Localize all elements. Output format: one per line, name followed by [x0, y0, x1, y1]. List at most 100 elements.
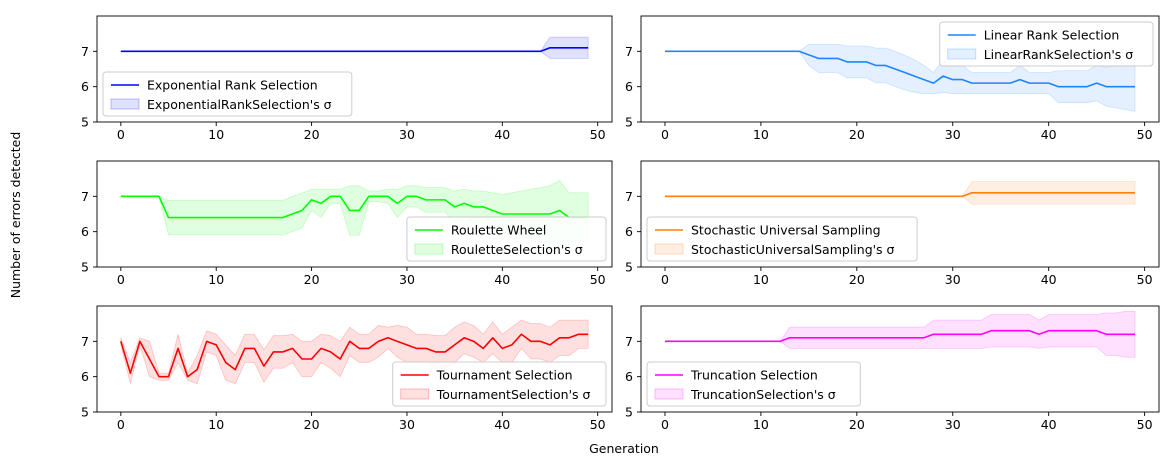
x-tick-label: 50 — [1137, 272, 1153, 287]
legend: Exponential Rank Selection ExponentialRan… — [102, 71, 353, 117]
y-tick-label: 6 — [625, 369, 633, 384]
legend-band-label: LinearRankSelection's σ — [984, 47, 1134, 62]
legend-band-label: StochasticUniversalSampling's σ — [691, 242, 895, 257]
x-tick-label: 40 — [494, 417, 510, 432]
y-tick-label: 6 — [81, 79, 89, 94]
x-tick-label: 20 — [304, 127, 320, 142]
legend: Roulette Wheel RouletteSelection's σ — [406, 216, 607, 262]
x-tick-label: 30 — [945, 417, 961, 432]
legend-band-swatch — [400, 388, 430, 400]
legend-series-label: Tournament Selection — [436, 368, 573, 383]
x-tick-label: 20 — [849, 272, 865, 287]
x-tick-label: 0 — [117, 127, 125, 142]
x-tick-label: 40 — [1041, 127, 1057, 142]
x-tick-label: 20 — [304, 272, 320, 287]
x-tick-label: 50 — [1137, 417, 1153, 432]
y-tick-label: 7 — [625, 44, 633, 59]
x-tick-label: 10 — [208, 272, 224, 287]
y-tick-label: 6 — [625, 224, 633, 239]
y-tick-label: 7 — [81, 334, 89, 349]
x-tick-label: 40 — [1041, 272, 1057, 287]
y-tick-label: 5 — [81, 115, 89, 130]
legend-series-label: Linear Rank Selection — [984, 28, 1120, 43]
x-tick-label: 10 — [753, 272, 769, 287]
legend-box — [646, 361, 861, 407]
axes-frame — [640, 305, 1160, 413]
y-tick-label: 5 — [625, 405, 633, 420]
legend-box — [939, 21, 1154, 67]
legend-band-label: TournamentSelection's σ — [436, 387, 591, 402]
y-tick-label: 6 — [625, 79, 633, 94]
x-tick-label: 30 — [945, 272, 961, 287]
sigma-band — [120, 36, 589, 59]
x-tick-label: 0 — [661, 127, 669, 142]
x-tick-label: 20 — [304, 417, 320, 432]
sigma-band — [120, 319, 589, 385]
legend-band-swatch — [110, 98, 140, 110]
legend: Stochastic Universal Sampling StochasticU… — [646, 216, 918, 262]
x-tick-label: 20 — [849, 127, 865, 142]
series-line — [120, 195, 589, 219]
legend-band-swatch — [654, 243, 684, 255]
x-tick-label: 10 — [753, 417, 769, 432]
x-tick-label: 50 — [590, 417, 606, 432]
x-tick-label: 40 — [1041, 417, 1057, 432]
y-tick-label: 5 — [625, 260, 633, 275]
series-line — [664, 329, 1136, 343]
x-tick-label: 0 — [117, 272, 125, 287]
x-tick-label: 30 — [945, 127, 961, 142]
x-tick-label: 40 — [494, 127, 510, 142]
figure-ylabel: Number of errors detected — [8, 132, 23, 299]
legend-series-label: Truncation Selection — [690, 368, 818, 383]
x-tick-label: 30 — [399, 417, 415, 432]
y-tick-label: 5 — [81, 405, 89, 420]
y-tick-label: 5 — [81, 260, 89, 275]
x-tick-label: 30 — [399, 127, 415, 142]
y-tick-label: 7 — [625, 189, 633, 204]
chart-panel-3: 0 10 20 30 40 50 5 6 7 Roulette Wheel RouletteSele… — [81, 160, 613, 287]
series-line — [664, 50, 1136, 88]
y-tick-label: 6 — [81, 224, 89, 239]
figure-xlabel: Generation — [589, 441, 659, 456]
axes-frame — [96, 15, 613, 123]
chart-panel-4: 0 10 20 30 40 50 5 6 7 Stochastic Universal Sampl… — [625, 160, 1160, 287]
legend-series-label: Roulette Wheel — [451, 223, 546, 238]
legend-box — [392, 361, 607, 407]
legend-band-swatch — [947, 48, 977, 60]
series-line — [120, 46, 589, 53]
legend-box — [406, 216, 607, 262]
legend-series-label: Exponential Rank Selection — [147, 78, 318, 93]
y-tick-label: 7 — [81, 44, 89, 59]
y-tick-label: 5 — [625, 115, 633, 130]
axes-frame — [96, 160, 613, 268]
legend: Tournament Selection TournamentSelection'… — [392, 361, 607, 407]
legend: Linear Rank Selection LinearRankSelection… — [939, 21, 1154, 67]
axes-frame — [96, 305, 613, 413]
series-line — [120, 333, 589, 378]
legend-band-swatch — [654, 388, 684, 400]
x-tick-label: 10 — [208, 127, 224, 142]
legend: Truncation Selection TruncationSelection'… — [646, 361, 861, 407]
legend-band-label: RouletteSelection's σ — [451, 242, 583, 257]
legend-band-label: TruncationSelection's σ — [690, 387, 836, 402]
legend-box — [102, 71, 353, 117]
chart-panel-1: 0 10 20 30 40 50 5 6 7 Exponential Rank Selection… — [81, 15, 613, 142]
x-tick-label: 10 — [208, 417, 224, 432]
y-tick-label: 6 — [81, 369, 89, 384]
x-tick-label: 30 — [399, 272, 415, 287]
legend-band-label: ExponentialRankSelection's σ — [147, 97, 332, 112]
x-tick-label: 50 — [590, 272, 606, 287]
axes-frame — [640, 160, 1160, 268]
sigma-band — [664, 310, 1136, 358]
x-tick-label: 50 — [1137, 127, 1153, 142]
series-line — [664, 192, 1136, 198]
x-tick-label: 50 — [590, 127, 606, 142]
x-tick-label: 10 — [753, 127, 769, 142]
x-tick-label: 0 — [661, 417, 669, 432]
y-tick-label: 7 — [81, 189, 89, 204]
legend-series-label: Stochastic Universal Sampling — [691, 223, 881, 238]
